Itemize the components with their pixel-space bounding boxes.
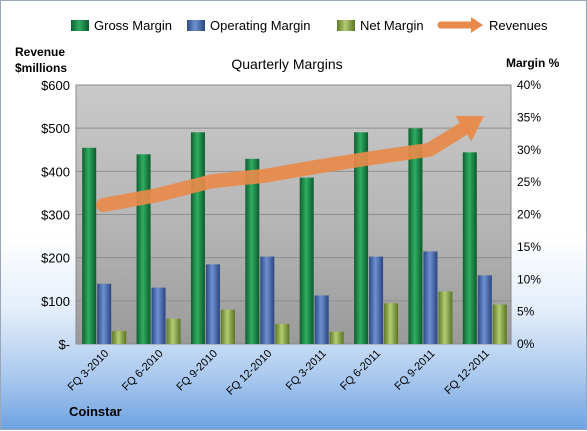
left-tick-label: $600 xyxy=(41,78,70,93)
right-tick-label: 30% xyxy=(517,143,541,157)
bar-operating-margin xyxy=(260,256,275,344)
legend-swatch-revenues-arrowhead xyxy=(471,17,483,33)
left-tick-label: $100 xyxy=(41,294,70,309)
legend-swatch-gross-margin xyxy=(71,20,89,31)
bar-operating-margin xyxy=(205,264,220,344)
bar-gross-margin xyxy=(299,177,314,344)
legend-label-net-margin: Net Margin xyxy=(360,18,424,33)
source-label: Coinstar xyxy=(69,404,122,419)
left-tick-label: $200 xyxy=(41,251,70,266)
category-label: FQ 6-2011 xyxy=(338,348,383,393)
legend-label-operating-margin: Operating Margin xyxy=(210,18,310,33)
bar-net-margin xyxy=(166,318,181,344)
right-axis-label: Margin % xyxy=(506,56,560,70)
bar-operating-margin xyxy=(314,295,329,344)
legend-label-revenues: Revenues xyxy=(489,18,548,33)
bar-gross-margin xyxy=(136,154,151,344)
bar-net-margin xyxy=(112,331,127,344)
bar-gross-margin xyxy=(82,147,97,344)
bar-net-margin xyxy=(384,303,399,344)
bar-net-margin xyxy=(220,309,235,344)
left-axis-label-line2: $millions xyxy=(15,61,67,75)
category-label: FQ 3-2011 xyxy=(284,348,329,393)
left-tick-label: $500 xyxy=(41,121,70,136)
bar-operating-margin xyxy=(151,287,166,344)
bar-gross-margin xyxy=(245,158,260,344)
right-tick-label: 10% xyxy=(517,272,541,286)
legend-swatch-net-margin xyxy=(337,20,355,31)
legend-swatch-operating-margin xyxy=(187,20,205,31)
right-axis-ticks: 0% 5% 10% 15% 20% 25% 30% 35% 40% xyxy=(517,78,541,351)
bar-gross-margin xyxy=(462,152,477,344)
revenue-line xyxy=(96,115,484,213)
revenue-line-path xyxy=(96,121,471,213)
right-tick-label: 20% xyxy=(517,208,541,222)
left-tick-label: $300 xyxy=(41,208,70,223)
right-tick-label: 35% xyxy=(517,110,541,124)
bar-gross-margin xyxy=(190,132,205,344)
left-tick-label: $400 xyxy=(41,164,70,179)
legend-label-gross-margin: Gross Margin xyxy=(94,18,172,33)
bar-operating-margin xyxy=(477,275,492,344)
left-tick-label: $- xyxy=(58,337,70,352)
chart-title: Quarterly Margins xyxy=(231,56,342,72)
right-tick-label: 0% xyxy=(517,337,535,351)
right-tick-label: 25% xyxy=(517,175,541,189)
category-label: FQ 6-2010 xyxy=(120,348,166,394)
category-label: FQ 12-2011 xyxy=(443,348,492,397)
left-axis-label-line1: Revenue xyxy=(15,45,65,59)
right-tick-label: 5% xyxy=(517,305,535,319)
bar-net-margin xyxy=(275,323,290,344)
bar-net-margin xyxy=(492,304,507,344)
category-label: FQ 3-2010 xyxy=(66,348,112,394)
bar-operating-margin xyxy=(423,251,438,344)
bar-operating-margin xyxy=(369,256,384,344)
legend: Gross Margin Operating Margin Net Margin… xyxy=(71,17,548,33)
right-tick-label: 15% xyxy=(517,240,541,254)
bar-net-margin xyxy=(438,291,453,344)
category-label: FQ 12-2010 xyxy=(224,348,274,398)
bar-net-margin xyxy=(329,331,344,344)
right-tick-label: 40% xyxy=(517,78,541,92)
bar-operating-margin xyxy=(97,283,112,344)
bar-gross-margin xyxy=(408,128,423,344)
revenue-arrowhead xyxy=(455,115,484,142)
left-axis-ticks: $- $100 $200 $300 $400 $500 $600 xyxy=(41,78,70,352)
category-labels: FQ 3-2010 FQ 6-2010 FQ 9-2010 FQ 12-2010 FQ … xyxy=(66,348,492,398)
category-label: FQ 9-2011 xyxy=(392,348,437,393)
bar-gross-margin xyxy=(354,132,369,344)
category-label: FQ 9-2010 xyxy=(174,348,220,394)
